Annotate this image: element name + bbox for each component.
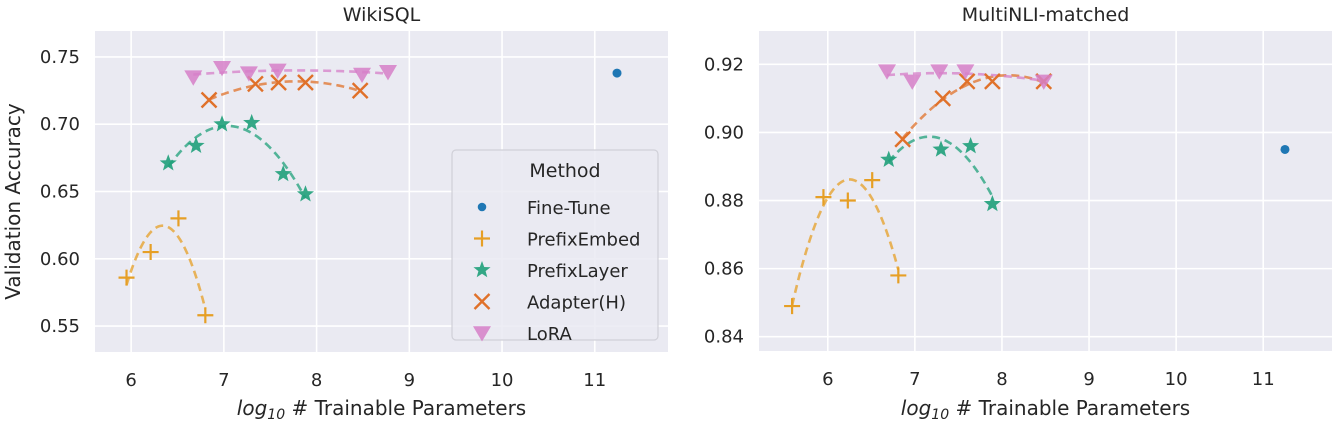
data-point-lora bbox=[239, 66, 258, 82]
legend-marker-lora bbox=[473, 326, 491, 342]
x-tick-label: 11 bbox=[1252, 369, 1275, 390]
x-axis-label: log10 # Trainable Parameters bbox=[901, 396, 1190, 422]
data-point-prefixembed bbox=[118, 269, 135, 286]
data-point-prefixembed bbox=[784, 298, 801, 315]
legend-marker-fine-tune bbox=[477, 202, 487, 212]
x-tick-label: 8 bbox=[996, 369, 1007, 390]
legend-label-fine-tune: Fine-Tune bbox=[527, 198, 611, 219]
y-tick-label: 0.65 bbox=[40, 182, 80, 203]
data-point-adapter-h bbox=[270, 74, 287, 91]
data-point-prefixembed bbox=[839, 192, 856, 209]
panel-multinli-matched: 6 7 8 9 10 11 0.84 0.86 0.88 0.90 0.92 MultiNLI-mat… bbox=[704, 4, 1332, 422]
fit-line-prefixembed bbox=[125, 224, 207, 310]
y-tick-label: 0.86 bbox=[704, 259, 744, 280]
data-point-adapter-h bbox=[894, 130, 912, 148]
data-point-prefixlayer bbox=[274, 165, 292, 182]
data-point-adapter-h bbox=[934, 90, 952, 107]
data-point-fine-tune bbox=[1280, 144, 1290, 154]
y-axis-label: Validation Accuracy bbox=[1, 103, 25, 300]
x-tick-label: 9 bbox=[404, 370, 415, 391]
data-point-prefixlayer bbox=[296, 185, 315, 202]
legend-label-prefixlayer: PrefixLayer bbox=[527, 261, 628, 282]
x-tick-label: 9 bbox=[1083, 369, 1094, 390]
legend-label-lora: LoRA bbox=[527, 324, 573, 345]
fit-line-adapter-h- bbox=[208, 80, 361, 101]
y-tick-label: 0.70 bbox=[40, 114, 80, 135]
data-point-adapter-h bbox=[200, 91, 218, 109]
data-point-lora bbox=[213, 60, 232, 77]
x-axis-label-rest: # Trainable Parameters bbox=[949, 396, 1190, 420]
x-tick-label: 10 bbox=[491, 370, 514, 391]
y-tick-label: 0.55 bbox=[40, 316, 80, 337]
data-point-lora bbox=[903, 74, 922, 90]
data-point-adapter-h bbox=[958, 73, 976, 90]
data-point-lora bbox=[378, 65, 397, 81]
data-point-adapter-h bbox=[984, 73, 1001, 90]
x-axis-label-log: log bbox=[237, 396, 268, 420]
data-point-prefixlayer bbox=[159, 154, 177, 171]
legend: Method Fine-Tune PrefixEmbed PrefixLayer Ada… bbox=[451, 149, 659, 345]
data-point-lora bbox=[878, 64, 897, 80]
legend-title: Method bbox=[529, 160, 600, 182]
x-axis-label-subscript: 10 bbox=[931, 407, 949, 422]
y-tick-label: 0.92 bbox=[704, 54, 744, 75]
data-point-fine-tune bbox=[612, 68, 622, 78]
data-point-prefixlayer bbox=[880, 150, 898, 167]
data-point-prefixlayer bbox=[213, 115, 231, 132]
data-point-lora bbox=[268, 63, 287, 79]
x-axis-label-subscript: 10 bbox=[267, 407, 285, 422]
data-point-prefixembed bbox=[197, 307, 214, 324]
legend-label-prefixembed: PrefixEmbed bbox=[527, 230, 640, 251]
x-tick-label: 10 bbox=[1165, 369, 1188, 390]
y-tick-label: 0.88 bbox=[704, 191, 744, 212]
x-tick-label: 11 bbox=[583, 370, 606, 391]
data-point-prefixlayer bbox=[983, 194, 1001, 212]
data-point-prefixlayer bbox=[932, 140, 950, 157]
x-tick-label: 6 bbox=[125, 370, 136, 391]
data-point-lora bbox=[353, 67, 372, 84]
data-point-prefixembed bbox=[142, 244, 159, 261]
data-point-prefixembed bbox=[890, 267, 907, 284]
legend-marker-adapter-h bbox=[473, 293, 491, 310]
data-point-lora bbox=[930, 64, 949, 80]
y-tick-label: 0.84 bbox=[704, 327, 744, 348]
x-tick-label: 7 bbox=[218, 370, 229, 391]
fit-line-prefixembed bbox=[790, 178, 900, 306]
data-point-lora bbox=[956, 64, 975, 80]
x-tick-label: 6 bbox=[822, 369, 833, 390]
fit-line-adapter-h- bbox=[901, 73, 1045, 140]
y-tick-label: 0.90 bbox=[704, 122, 744, 143]
y-tick-label: 0.60 bbox=[40, 249, 80, 270]
x-axis-label-rest: # Trainable Parameters bbox=[285, 396, 526, 420]
chart-title: MultiNLI-matched bbox=[962, 4, 1130, 26]
y-tick-label: 0.75 bbox=[40, 47, 80, 68]
x-axis-label-log: log bbox=[901, 396, 932, 420]
fit-line-prefixlayer bbox=[887, 135, 994, 198]
data-point-lora bbox=[184, 70, 203, 86]
x-tick-label: 7 bbox=[909, 369, 920, 390]
data-point-prefixembed bbox=[864, 172, 881, 189]
data-point-prefixlayer bbox=[962, 137, 980, 154]
legend-box bbox=[451, 149, 659, 341]
series-group bbox=[784, 64, 1290, 315]
legend-label-adapter-h: Adapter(H) bbox=[527, 293, 626, 314]
data-point-prefixlayer bbox=[187, 136, 205, 154]
x-axis-label: log10 # Trainable Parameters bbox=[237, 396, 526, 422]
chart-title: WikiSQL bbox=[343, 4, 421, 26]
data-point-prefixembed bbox=[170, 210, 187, 227]
data-point-adapter-h bbox=[297, 74, 314, 91]
legend-marker-prefixlayer bbox=[473, 261, 491, 278]
data-point-prefixlayer bbox=[243, 113, 261, 131]
data-point-adapter-h bbox=[351, 82, 369, 99]
data-point-prefixembed bbox=[815, 189, 832, 206]
x-tick-label: 8 bbox=[311, 370, 322, 391]
fit-line-prefixlayer bbox=[167, 124, 307, 199]
data-point-lora bbox=[1034, 74, 1053, 90]
series-group bbox=[118, 60, 622, 324]
legend-marker-prefixembed bbox=[474, 230, 490, 247]
